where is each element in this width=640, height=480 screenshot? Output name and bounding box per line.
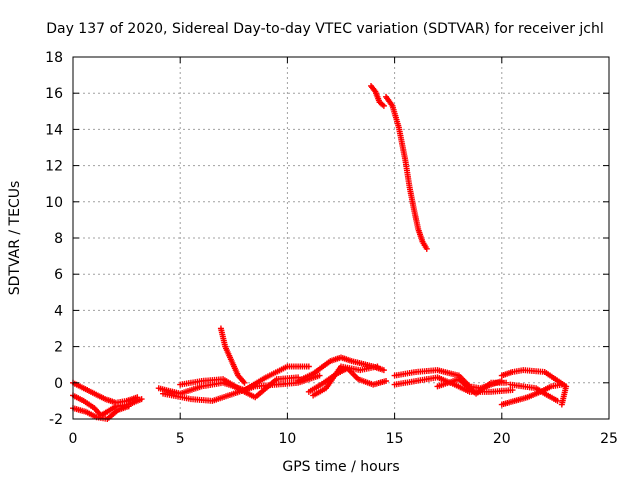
series-segment-evening-c — [507, 381, 561, 404]
data-point — [241, 379, 248, 386]
y-tick-label: 0 — [54, 376, 63, 392]
y-tick-label: 10 — [45, 195, 63, 211]
x-tick-label: 5 — [176, 431, 185, 447]
y-tick-labels: -2 0 2 4 6 8 10 12 14 16 18 — [45, 50, 63, 428]
chart-title: Day 137 of 2020, Sidereal Day-to-day VTE… — [46, 21, 604, 37]
series-segment-afternoon-c — [434, 376, 510, 397]
x-tick-label: 15 — [386, 431, 404, 447]
tick-marks — [72, 56, 610, 420]
data-point — [316, 372, 323, 379]
data-point — [558, 401, 565, 408]
data-point — [423, 245, 430, 252]
data-point — [509, 387, 516, 394]
series-segment-high-b — [383, 93, 430, 252]
data-point — [125, 403, 132, 410]
data-point — [305, 363, 312, 370]
series-segment-evening-a — [498, 367, 570, 408]
y-tick-label: 18 — [45, 50, 63, 66]
x-tick-label: 25 — [600, 431, 618, 447]
y-tick-label: 14 — [45, 122, 63, 138]
x-tick-label: 10 — [278, 431, 296, 447]
data-point — [558, 381, 565, 388]
series-segment-spike-7 — [217, 325, 248, 386]
series-segment-morning-c — [177, 374, 302, 401]
data-point — [138, 396, 145, 403]
data-point — [380, 367, 387, 374]
data-point — [380, 102, 387, 109]
x-tick-labels: 0 5 10 15 20 25 — [69, 431, 618, 447]
data-point — [554, 397, 561, 404]
y-tick-label: 4 — [54, 303, 63, 319]
x-tick-label: 0 — [69, 431, 78, 447]
y-tick-label: 12 — [45, 159, 63, 175]
x-tick-label: 20 — [493, 431, 511, 447]
data-point — [383, 377, 390, 384]
y-axis-label: SDTVAR / TECUs — [7, 181, 23, 296]
y-tick-label: 8 — [54, 231, 63, 247]
x-axis-label: GPS time / hours — [282, 459, 399, 475]
series-segment-high-a — [368, 82, 387, 109]
series-segment-noon-c — [310, 363, 381, 399]
y-tick-label: 6 — [54, 267, 63, 283]
y-tick-label: -2 — [49, 412, 63, 428]
data-point — [503, 379, 510, 386]
y-tick-label: 16 — [45, 86, 63, 102]
data-points — [70, 82, 570, 422]
y-tick-label: 2 — [54, 340, 63, 356]
data-point — [374, 363, 381, 370]
series-segment-evening-b — [498, 381, 565, 408]
